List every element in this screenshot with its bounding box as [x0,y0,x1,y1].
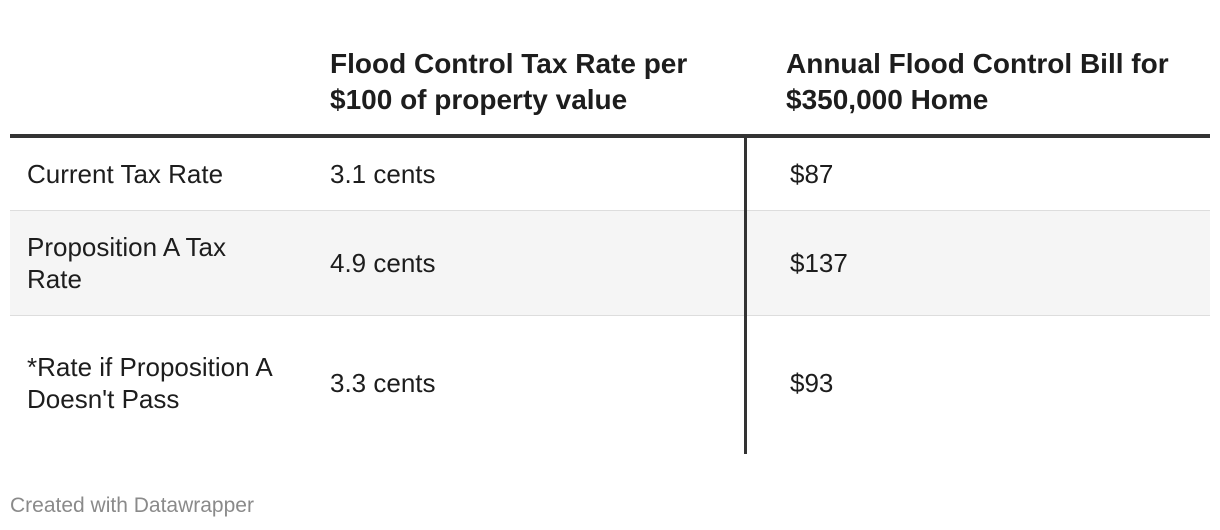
tax-rate-cell: 3.1 cents [330,159,436,189]
datawrapper-credit: Created with Datawrapper [10,494,254,517]
annual-bill-cell: $137 [790,248,848,278]
column-divider [744,138,747,454]
row-label: Current Tax Rate [27,159,224,189]
row-label: *Rate if Proposition A Doesn't Pass [27,352,272,414]
annual-bill-cell: $93 [790,368,834,398]
table-header: Flood Control Tax Rate per $100 of prope… [10,0,1210,138]
data-table: Flood Control Tax Rate per $100 of prope… [10,0,1210,450]
row-label: Proposition A Tax Rate [27,232,226,294]
column-header-annual-bill: Annual Flood Control Bill for $350,000 H… [786,48,1169,115]
annual-bill-cell: $87 [790,159,834,189]
table-row: *Rate if Proposition A Doesn't Pass 3.3 … [10,316,1210,450]
tax-rate-cell: 3.3 cents [330,368,436,398]
column-header-tax-rate: Flood Control Tax Rate per $100 of prope… [330,48,688,115]
tax-rate-cell: 4.9 cents [330,248,436,278]
table-row: Proposition A Tax Rate 4.9 cents $137 [10,211,1210,316]
table-row: Current Tax Rate 3.1 cents $87 [10,138,1210,211]
